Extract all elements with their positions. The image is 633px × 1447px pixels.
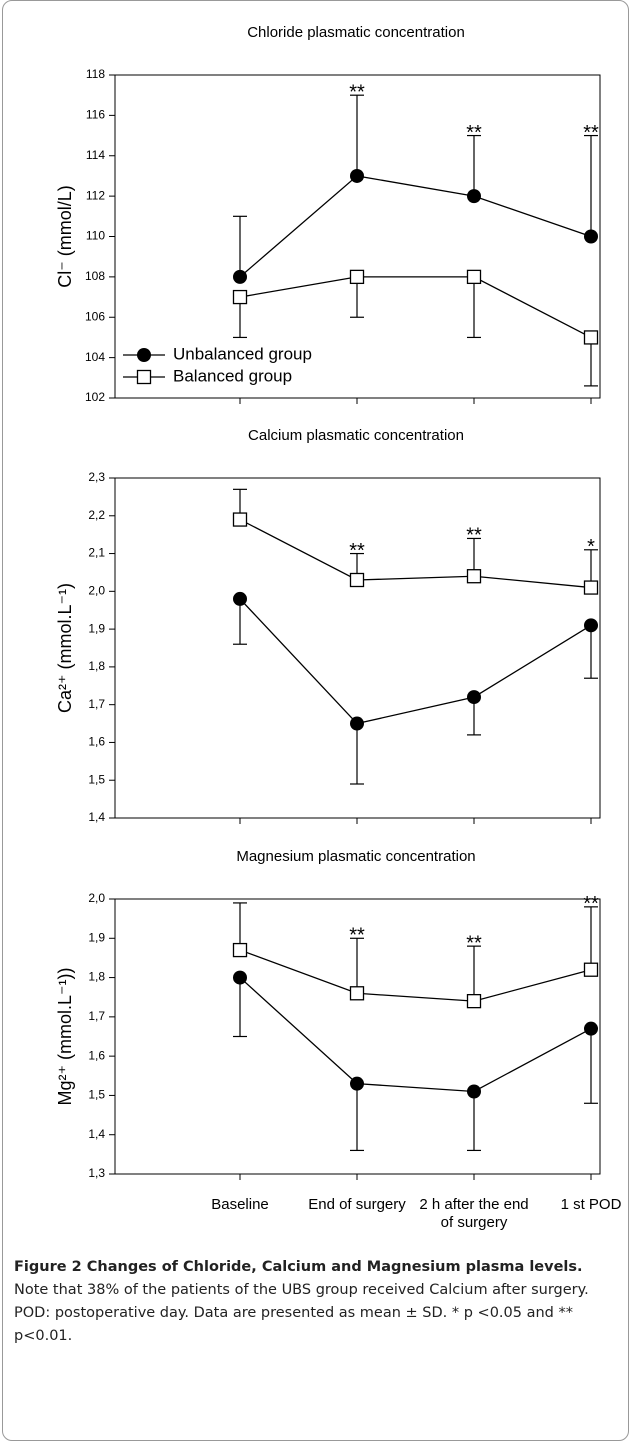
marker [350,168,364,183]
y-tick-label: 1,9 [88,930,105,944]
y-tick-label: 2,1 [88,546,105,560]
x-tick-label: 2 h after the end of surgery [419,1196,529,1231]
y-axis-label: Cl⁻ (mmol/L) [55,185,75,288]
marker [137,348,151,362]
y-tick-label: 118 [86,67,105,81]
y-tick-label: 1,8 [88,659,105,673]
series-line [239,518,592,589]
y-tick-label: 1,4 [88,810,105,824]
marker [466,569,482,584]
marker [467,1084,481,1099]
significance: * [587,536,595,558]
significance: ** [466,525,482,547]
chart-title: Calcium plasmatic concentration [248,427,464,444]
caption: Figure 2 Changes of Chloride, Calcium an… [14,1256,620,1348]
y-tick-label: 1,5 [88,1088,105,1102]
marker [584,1021,598,1036]
marker [233,269,247,284]
chart-title: Magnesium plasmatic concentration [236,848,475,865]
x-tick-label: End of surgery [308,1196,406,1213]
marker [583,330,599,345]
y-tick-label: 104 [85,350,105,364]
marker [467,690,481,705]
marker [349,986,365,1001]
y-tick-label: 2,0 [88,584,105,598]
marker [584,618,598,633]
caption-label: Figure 2 Changes of Chloride, Calcium an… [14,1259,583,1275]
charts: Chloride plasmatic concentration Cl⁻ (mmo… [55,24,601,1180]
y-tick-label: 1,3 [88,1166,105,1180]
y-tick-label: 1,8 [88,970,105,984]
marker [467,189,481,204]
caption-text: Note that 38% of the patients of the UBS… [14,1282,589,1344]
y-tick-label: 2,2 [88,508,105,522]
series-line [239,598,592,725]
y-tick-label: 108 [85,269,105,283]
marker [350,1076,364,1091]
chart-title: Chloride plasmatic concentration [247,24,465,41]
y-tick-label: 106 [85,309,105,323]
marker [349,572,365,588]
marker [466,269,482,285]
significance: ** [349,540,365,562]
series-line [239,977,592,1093]
y-axis-label: Ca²⁺ (mmol.L⁻¹) [55,583,75,713]
marker [583,962,599,977]
x-tick-label: Baseline [211,1196,269,1213]
series-line [239,276,592,339]
y-tick-label: 102 [85,390,105,404]
y-tick-label: 1,7 [88,697,105,711]
significance: ** [349,925,365,947]
y-tick-label: 114 [86,148,105,162]
x-tick-label: 1 st POD [560,1196,622,1213]
y-tick-label: 116 [86,108,105,122]
marker [232,289,248,305]
y-tick-label: 110 [86,229,105,243]
y-tick-label: 1,4 [88,1127,105,1141]
marker [232,942,248,958]
marker [466,993,482,1009]
marker [233,591,247,606]
marker [232,512,248,527]
marker [136,369,152,385]
y-axis-label: Mg²⁺ (mmol.L⁻¹)) [55,968,75,1106]
significance: ** [466,122,482,144]
y-tick-label: 2,3 [88,470,105,484]
marker [350,716,364,731]
marker [233,970,247,985]
series-line [239,949,592,1002]
y-tick-label: 1,6 [88,735,105,749]
marker [349,269,365,285]
significance: ** [583,893,599,915]
y-tick-label: 1,7 [88,1009,105,1023]
legend-label: Balanced group [173,366,292,385]
significance: ** [583,122,599,144]
y-tick-label: 2,0 [88,891,105,905]
legend-label: Unbalanced group [173,344,312,363]
marker [584,229,598,244]
significance: ** [349,81,365,103]
series-line [239,175,592,278]
y-tick-label: 1,6 [88,1048,105,1062]
y-tick-label: 1,5 [88,772,105,786]
marker [583,580,599,595]
significance: ** [466,932,482,954]
y-tick-label: 1,9 [88,621,105,635]
y-tick-label: 112 [86,188,105,202]
